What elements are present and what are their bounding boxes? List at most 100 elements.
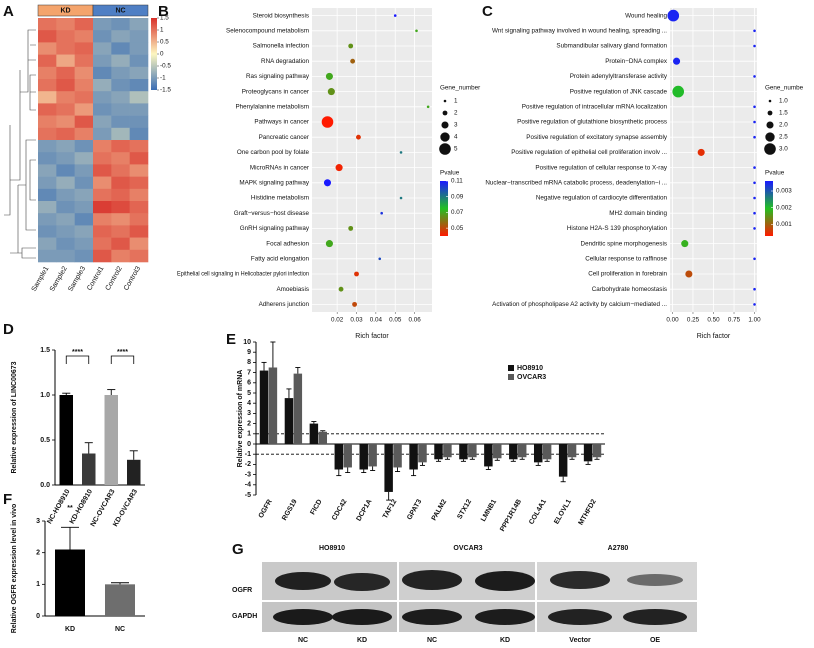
heatmap-cell (38, 79, 57, 92)
heatmap-cell (129, 103, 149, 116)
error-bar (386, 491, 392, 501)
size-legend-title: Gene_numbe (765, 85, 804, 92)
colorbar-label: 0.001 (776, 221, 792, 228)
heatmap-cell (74, 79, 94, 92)
dot (354, 271, 359, 277)
panel-letter: D (3, 321, 14, 338)
colorbar-label: 0.5 (160, 39, 169, 46)
heatmap-cell (38, 140, 57, 153)
y-tick-label: Pancreatic cancer (259, 134, 309, 141)
dot (325, 72, 333, 80)
heatmap-cell (93, 152, 112, 165)
lane-label: NC (427, 637, 437, 644)
x-tick-label: 0.05 (389, 317, 402, 324)
bar (334, 444, 344, 470)
plot-background (312, 8, 432, 312)
error-bar (286, 388, 292, 399)
heatmap-cell (129, 127, 149, 141)
y-tick-label: Steroid biosynthesis (253, 12, 309, 19)
y-tick-label: 3 (36, 518, 40, 525)
colorbar-label: 1 (160, 27, 164, 34)
heatmap-cell (56, 103, 75, 116)
error-bar (494, 458, 500, 461)
heatmap-cell (129, 91, 149, 104)
dot (399, 196, 403, 200)
heatmap-cell (74, 249, 94, 263)
bar (284, 398, 294, 444)
heatmap-cell (56, 30, 75, 43)
y-tick-label: Cell proliferation in forebrain (588, 271, 667, 278)
heatmap-cell (129, 201, 149, 214)
heatmap-cell (129, 188, 149, 202)
error-bar (261, 361, 267, 371)
colorbar-label: 0 (160, 51, 164, 58)
dot (323, 179, 332, 187)
heatmap-cell (74, 127, 94, 141)
y-axis-title: Relative OGFR expression level in vivo (11, 504, 18, 634)
colorbar (151, 18, 157, 90)
y-tick-label: 2 (247, 420, 251, 427)
size-legend-label: 3 (454, 122, 458, 129)
x-axis-title: Rich factor (697, 333, 731, 340)
heatmap-cell (56, 225, 75, 238)
heatmap-cell (38, 54, 57, 68)
error-bar (411, 469, 417, 477)
heatmap-cell (93, 115, 112, 129)
lane-label: KD (500, 637, 510, 644)
heatmap-cell (93, 140, 112, 153)
heatmap-cell (129, 225, 149, 238)
x-tick-label: FICD (309, 498, 323, 516)
heatmap-cell (56, 18, 75, 31)
x-tick-label: MTHFD2 (578, 498, 598, 526)
dot (352, 301, 358, 307)
y-tick-label: RNA degradation (261, 58, 309, 65)
colorbar-label: -1 (160, 75, 166, 82)
size-legend-label: 1.0 (779, 98, 788, 105)
heatmap-cell (129, 18, 149, 31)
column-label: Sample1 (31, 265, 51, 293)
legend-swatch (508, 365, 514, 371)
heatmap-cell (38, 30, 57, 43)
y-tick-label: Negative regulation of cardiocyte differ… (536, 195, 668, 202)
bar (368, 444, 377, 467)
bar (459, 444, 468, 460)
heatmap-cell (129, 213, 149, 226)
legend-label: OVCAR3 (517, 374, 546, 381)
bar (558, 444, 568, 477)
heatmap-cell (56, 152, 75, 165)
dot (753, 29, 756, 33)
size-legend-dot (768, 99, 772, 103)
heatmap-cell (111, 127, 130, 141)
error-bar (469, 457, 475, 460)
y-tick-label: Positive regulation of excitatory synaps… (526, 134, 668, 141)
y-tick-label: 8 (247, 359, 251, 366)
significance-bracket (65, 355, 90, 364)
y-tick-label: Positive regulation of glutathione biosy… (517, 119, 667, 126)
significance-label: ** (67, 505, 73, 512)
colorbar-label: 0.003 (776, 188, 792, 195)
heatmap-cell (74, 188, 94, 202)
heatmap-cell (111, 237, 130, 251)
group-label: A2780 (608, 545, 629, 552)
bar (542, 444, 552, 460)
y-tick-label: 1.0 (40, 392, 50, 399)
heatmap-cell (56, 54, 75, 68)
x-tick-label: PALM2 (431, 498, 449, 522)
panel-letter: C (482, 3, 493, 20)
size-legend-dot (441, 121, 449, 129)
dot (348, 225, 354, 231)
x-tick-label: 0.00 (666, 317, 679, 324)
heatmap-cell (74, 213, 94, 226)
error-bar (435, 459, 442, 462)
error-bar (84, 442, 93, 454)
group-label: NC (115, 7, 125, 14)
heatmap-cell (38, 188, 57, 202)
x-tick-label: ELOVL1 (553, 498, 573, 525)
heatmap-cell (56, 176, 75, 190)
heatmap-cell (38, 164, 57, 177)
y-tick-label: -4 (245, 482, 251, 489)
heatmap-cell (56, 237, 75, 251)
bar (509, 444, 518, 460)
error-bar (510, 459, 516, 462)
error-bar (336, 469, 342, 477)
